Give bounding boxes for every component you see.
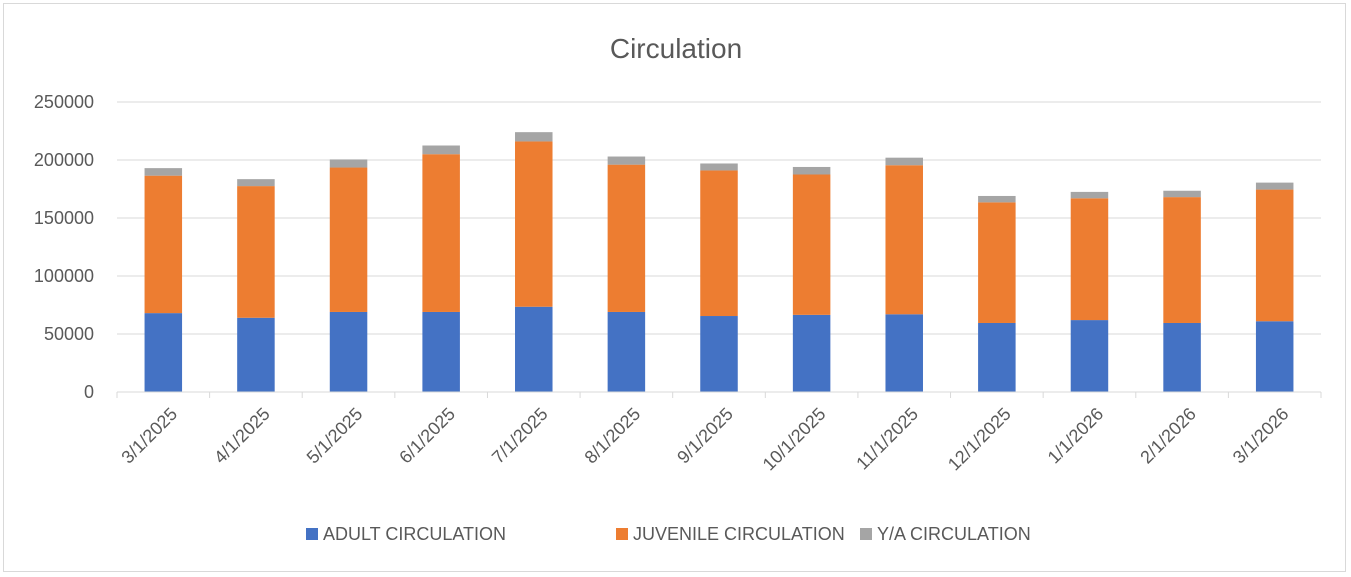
legend-label: Y/A CIRCULATION xyxy=(877,524,1031,544)
bar-y-a-circulation xyxy=(1255,182,1294,190)
bar-adult-circulation xyxy=(515,306,553,392)
bar-juvenile-circulation xyxy=(515,141,553,307)
x-tick-label: 12/1/2025 xyxy=(944,404,1015,475)
bar-juvenile-circulation xyxy=(1163,197,1201,323)
bar-adult-circulation xyxy=(144,313,183,392)
legend-swatch xyxy=(616,528,628,540)
x-tick-label: 4/1/2025 xyxy=(210,404,274,468)
bar-y-a-circulation xyxy=(237,179,275,187)
bar-y-a-circulation xyxy=(1163,190,1201,198)
x-tick-label: 9/1/2025 xyxy=(673,404,737,468)
bar-adult-circulation xyxy=(1163,322,1201,392)
legend-swatch xyxy=(860,528,872,540)
bar-juvenile-circulation xyxy=(700,170,738,317)
bar-y-a-circulation xyxy=(700,163,738,171)
bar-y-a-circulation xyxy=(1070,191,1109,199)
bar-adult-circulation xyxy=(607,311,646,392)
bar-juvenile-circulation xyxy=(978,202,1016,323)
chart-title: Circulation xyxy=(610,33,742,64)
x-axis-ticks: 3/1/2025 4/1/2025 5/1/2025 6/1/2025 7/1/2025… xyxy=(117,404,1292,475)
legend: ADULT CIRCULATION JUVENILE CIRCULATION Y/A… xyxy=(306,524,1031,544)
x-tick-label: 8/1/2025 xyxy=(581,404,645,468)
bar-juvenile-circulation xyxy=(329,167,368,312)
x-tick-label: 7/1/2025 xyxy=(488,404,552,468)
x-tick-label: 3/1/2026 xyxy=(1229,404,1293,468)
y-tick-label: 50000 xyxy=(44,324,94,344)
y-tick-label: 200000 xyxy=(34,150,94,170)
bar-juvenile-circulation xyxy=(144,175,183,314)
chart-frame xyxy=(3,3,1346,572)
bar-y-a-circulation xyxy=(792,166,831,175)
x-tick-label: 3/1/2025 xyxy=(117,404,181,468)
bar-adult-circulation xyxy=(329,311,368,392)
x-tick-label: 10/1/2025 xyxy=(759,404,830,475)
legend-swatch xyxy=(306,528,318,540)
bar-juvenile-circulation xyxy=(422,154,460,312)
bar-y-a-circulation xyxy=(329,159,368,168)
bar-y-a-circulation xyxy=(422,145,460,155)
bar-adult-circulation xyxy=(700,316,738,392)
bar-adult-circulation xyxy=(792,314,831,392)
bar-adult-circulation xyxy=(237,317,275,392)
bar-y-a-circulation xyxy=(978,195,1016,203)
bar-juvenile-circulation xyxy=(237,186,275,318)
bar-adult-circulation xyxy=(978,322,1016,392)
bar-juvenile-circulation xyxy=(792,174,831,315)
bar-juvenile-circulation xyxy=(1070,198,1109,321)
bar-juvenile-circulation xyxy=(1255,189,1294,322)
bar-y-a-circulation xyxy=(144,168,183,176)
bar-adult-circulation xyxy=(885,314,923,392)
y-tick-label: 0 xyxy=(84,382,94,402)
bar-adult-circulation xyxy=(1070,320,1109,392)
y-axis-ticks: 0 50000 100000 150000 200000 250000 xyxy=(34,92,94,402)
bar-y-a-circulation xyxy=(885,157,923,166)
bar-y-a-circulation xyxy=(515,132,553,142)
x-tick-label: 2/1/2026 xyxy=(1136,404,1200,468)
bar-juvenile-circulation xyxy=(885,165,923,315)
bar-y-a-circulation xyxy=(607,156,646,165)
bar-juvenile-circulation xyxy=(607,164,646,312)
bar-adult-circulation xyxy=(422,311,460,392)
y-tick-label: 100000 xyxy=(34,266,94,286)
x-tick-label: 6/1/2025 xyxy=(395,404,459,468)
x-tick-label: 5/1/2025 xyxy=(303,404,367,468)
y-tick-label: 250000 xyxy=(34,92,94,112)
x-tick-label: 1/1/2026 xyxy=(1044,404,1108,468)
x-tick-label: 11/1/2025 xyxy=(852,404,922,474)
x-axis xyxy=(116,391,1322,398)
bar-adult-circulation xyxy=(1255,321,1294,392)
bars xyxy=(144,132,1294,392)
legend-label: JUVENILE CIRCULATION xyxy=(633,524,845,544)
legend-label: ADULT CIRCULATION xyxy=(323,524,506,544)
y-tick-label: 150000 xyxy=(34,208,94,228)
